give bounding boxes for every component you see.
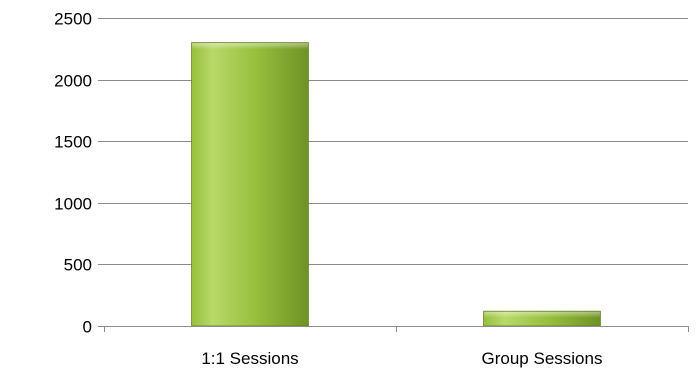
- tick-labels: 0 500 1000 1500 2000 2500 1:1 Sessions Group Se…: [54, 10, 602, 369]
- bar: [191, 42, 309, 327]
- y-tick-label: 1500: [54, 133, 92, 152]
- y-tick-label: 1000: [54, 195, 92, 214]
- x-tick-label: 1:1 Sessions: [201, 349, 298, 368]
- y-tick-label: 500: [64, 256, 92, 275]
- y-tick-label: 2500: [54, 10, 92, 29]
- bar-group: [483, 310, 601, 327]
- bar-highlight: [192, 43, 308, 50]
- bar-highlight: [484, 311, 600, 318]
- axes: [98, 326, 689, 332]
- gridlines: [98, 18, 688, 265]
- x-tick-label: Group Sessions: [482, 349, 603, 368]
- y-tick-label: 2000: [54, 72, 92, 91]
- y-tick-label: 0: [83, 318, 92, 337]
- bars: [191, 42, 601, 327]
- bar-group: [191, 42, 309, 327]
